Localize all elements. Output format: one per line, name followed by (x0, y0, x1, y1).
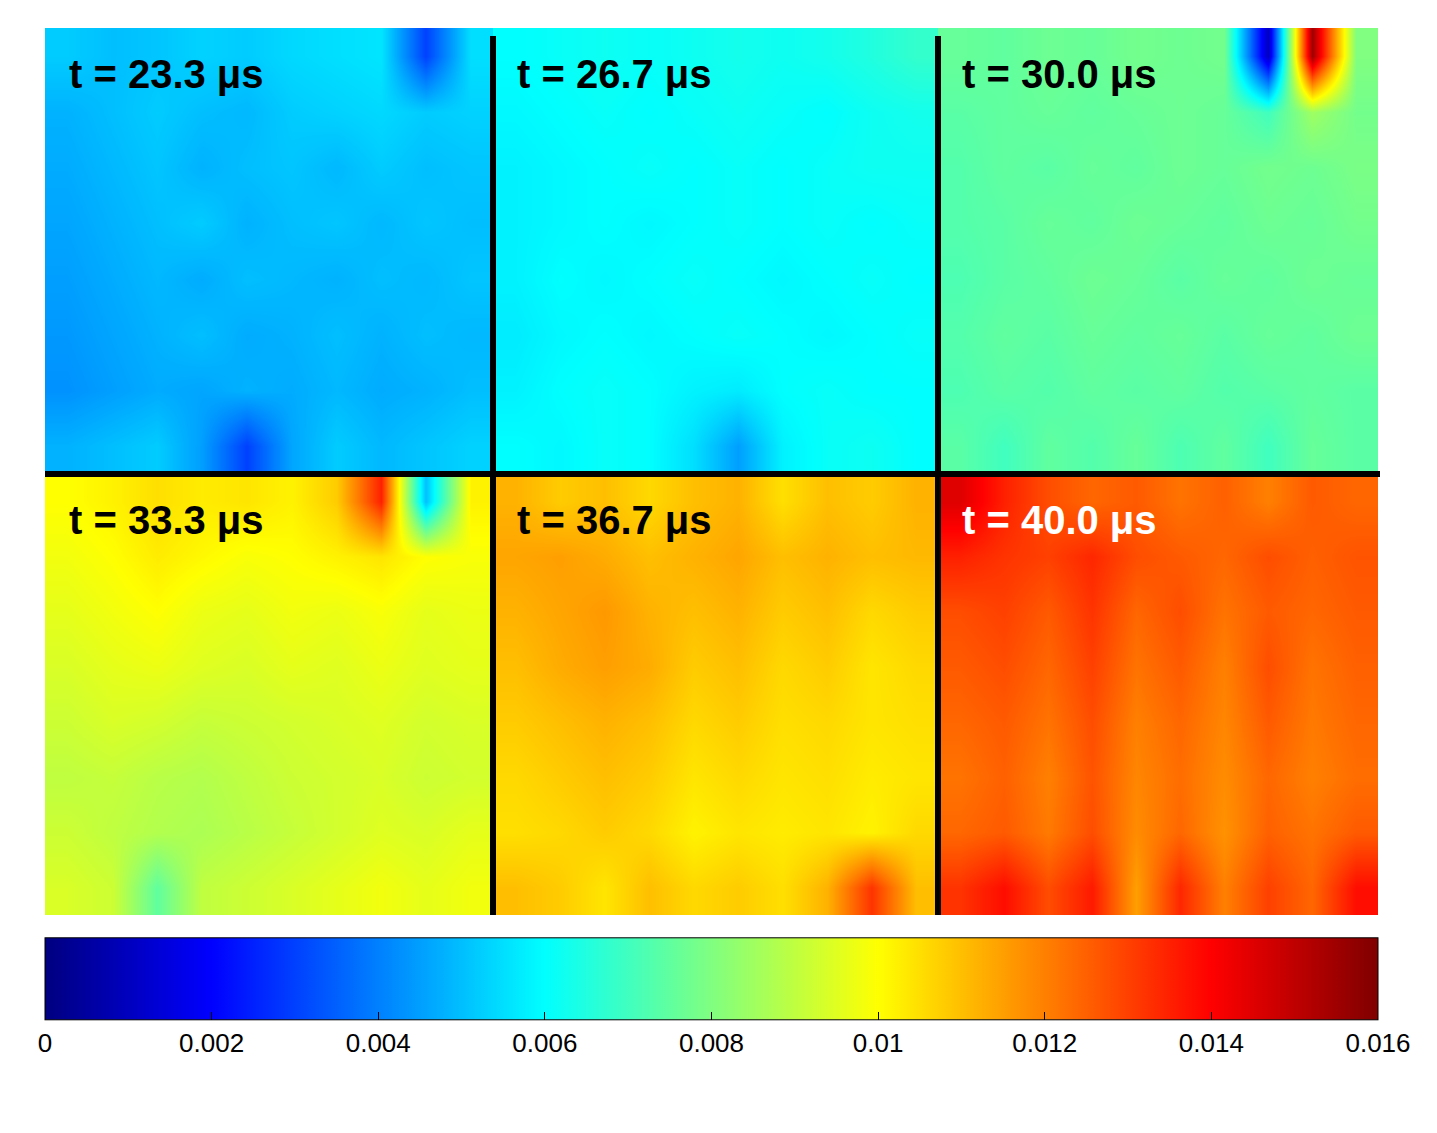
svg-text:0.012: 0.012 (1012, 1028, 1077, 1058)
svg-text:t = 26.7 μs: t = 26.7 μs (517, 52, 712, 96)
svg-text:t = 36.7 μs: t = 36.7 μs (517, 498, 712, 542)
svg-text:0.008: 0.008 (679, 1028, 744, 1058)
svg-text:0.002: 0.002 (179, 1028, 244, 1058)
svg-text:0.014: 0.014 (1179, 1028, 1244, 1058)
svg-text:0.004: 0.004 (346, 1028, 411, 1058)
svg-text:0: 0 (38, 1028, 52, 1058)
svg-text:t = 30.0 μs: t = 30.0 μs (962, 52, 1157, 96)
svg-text:0.006: 0.006 (512, 1028, 577, 1058)
svg-text:0.016: 0.016 (1345, 1028, 1410, 1058)
svg-text:t = 23.3 μs: t = 23.3 μs (69, 52, 264, 96)
svg-text:t = 33.3 μs: t = 33.3 μs (69, 498, 264, 542)
svg-text:t = 40.0 μs: t = 40.0 μs (962, 498, 1157, 542)
svg-text:0.01: 0.01 (853, 1028, 904, 1058)
